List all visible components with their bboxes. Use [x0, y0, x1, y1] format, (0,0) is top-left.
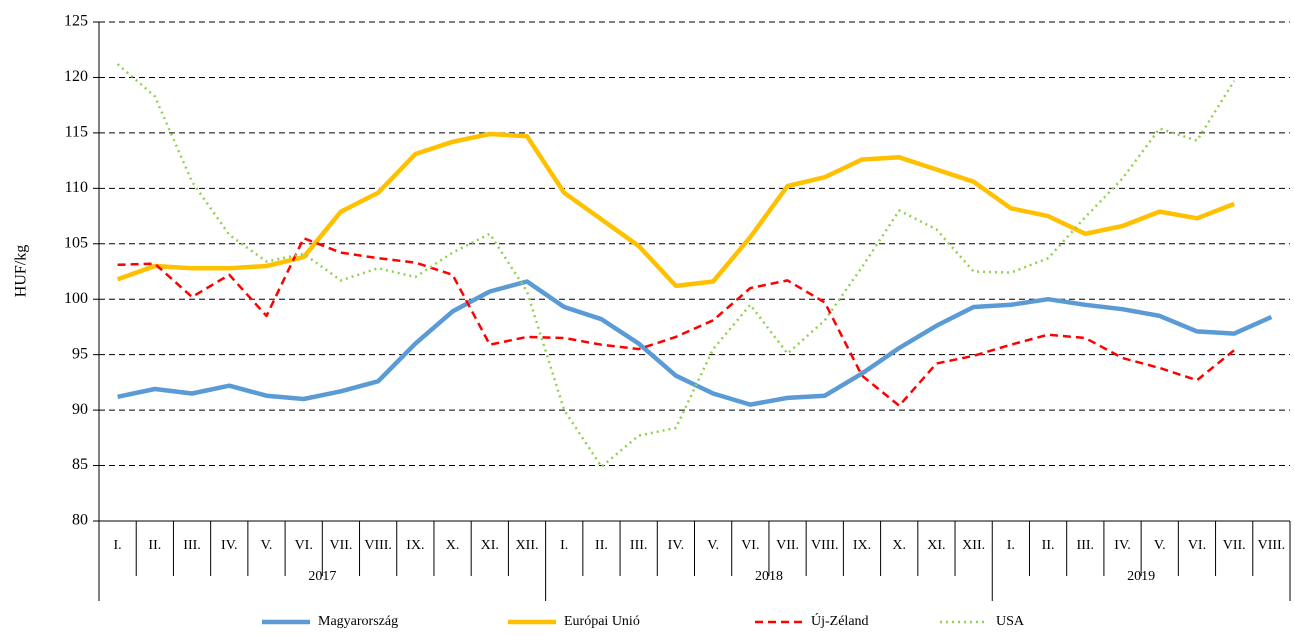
y-tick-label: 120 — [64, 68, 88, 85]
series-line — [117, 279, 1273, 407]
series-line — [117, 236, 1235, 407]
x-tick-label: III. — [630, 538, 648, 553]
x-tick-label: III. — [183, 538, 201, 553]
year-label: 2017 — [308, 569, 336, 584]
y-tick-label: 110 — [65, 179, 88, 196]
y-tick-label: 80 — [72, 512, 88, 529]
x-tick-label: VI. — [741, 538, 759, 553]
x-tick-label: II. — [148, 538, 161, 553]
x-tick-label: VIII. — [1258, 538, 1286, 553]
y-tick-label: 90 — [72, 401, 88, 418]
x-tick-label: I. — [114, 538, 122, 553]
x-tick-label: IV. — [1114, 538, 1130, 553]
x-tick-label: VI. — [1188, 538, 1206, 553]
y-tick-label: 95 — [72, 345, 88, 362]
y-tick-label: 85 — [72, 456, 88, 473]
x-tick-label: V. — [707, 538, 719, 553]
y-tick-label: 125 — [64, 13, 88, 30]
x-tick-label: XII. — [516, 538, 539, 553]
y-tick-label: 100 — [64, 290, 88, 307]
x-tick-label: VII. — [1223, 538, 1246, 553]
legend-label: Új-Zéland — [811, 612, 869, 629]
x-tick-label: VI. — [295, 538, 313, 553]
legend-label: USA — [996, 614, 1025, 629]
x-tick-label: II. — [595, 538, 608, 553]
year-label: 2019 — [1127, 569, 1155, 584]
legend-label: Európai Unió — [564, 614, 640, 629]
x-tick-label: VII. — [329, 538, 352, 553]
x-tick-label: V. — [1154, 538, 1166, 553]
x-tick-label: I. — [1007, 538, 1015, 553]
x-tick-label: II. — [1042, 538, 1055, 553]
x-tick-label: I. — [560, 538, 568, 553]
x-tick-label: III. — [1077, 538, 1095, 553]
year-label: 2018 — [755, 569, 783, 584]
y-tick-label: 105 — [64, 234, 88, 251]
x-tick-label: X. — [446, 538, 460, 553]
x-tick-label: IV. — [221, 538, 237, 553]
x-tick-label: VII. — [776, 538, 799, 553]
x-tick-label: IV. — [668, 538, 684, 553]
y-axis-label: HUF/kg — [13, 245, 30, 297]
x-tick-label: XI. — [927, 538, 945, 553]
legend-label: Magyarország — [318, 614, 398, 629]
series-line — [116, 63, 1236, 468]
x-tick-label: XII. — [962, 538, 985, 553]
x-tick-label: XI. — [481, 538, 499, 553]
series-line — [116, 131, 1236, 289]
x-tick-label: IX. — [406, 538, 424, 553]
x-tick-label: VIII. — [811, 538, 839, 553]
x-tick-label: IX. — [853, 538, 871, 553]
x-tick-label: X. — [892, 538, 906, 553]
x-tick-label: VIII. — [364, 538, 392, 553]
y-tick-label: 115 — [65, 124, 88, 141]
x-tick-label: V. — [261, 538, 273, 553]
